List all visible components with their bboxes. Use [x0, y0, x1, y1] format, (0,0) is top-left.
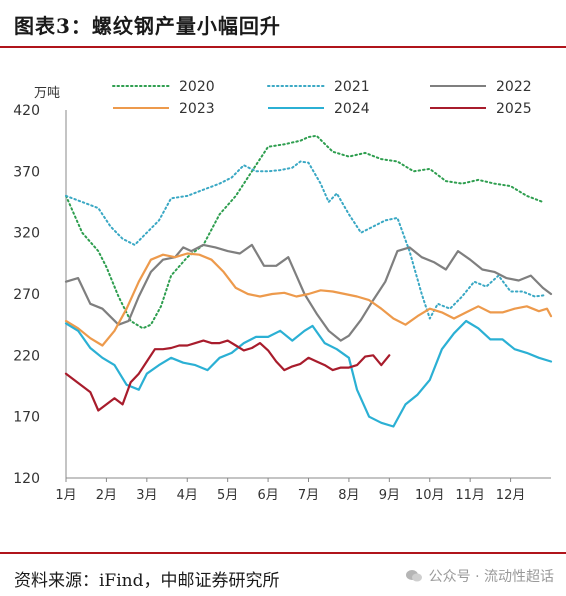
series-line-2022 [64, 243, 553, 342]
y-tick-label: 170 [13, 410, 40, 426]
x-tick-label: 5月 [217, 488, 238, 503]
chart-title: 图表3：螺纹钢产量小幅回升 [14, 14, 281, 38]
steel-output-line-chart: 万吨 2020 2021 2022 2023 2024 2025 120 170 220 270… [13, 79, 553, 503]
title-bar: 图表3：螺纹钢产量小幅回升 [0, 0, 566, 48]
legend-label-2023: 2023 [179, 101, 215, 117]
title-divider [0, 46, 566, 48]
x-tick-label: 9月 [379, 488, 400, 503]
y-tick-label: 370 [13, 164, 40, 180]
x-tick-label: 4月 [177, 488, 198, 503]
y-tick-label: 220 [13, 348, 40, 364]
y-tick-label: 420 [13, 103, 40, 119]
watermark: 公众号 · 流动性超话 [405, 566, 554, 586]
y-axis-unit-label: 万吨 [34, 86, 60, 101]
x-tick-label: 6月 [257, 488, 278, 503]
x-tick-label: 2月 [96, 488, 117, 503]
watermark-text: 公众号 · 流动性超话 [428, 569, 554, 585]
wechat-icon [405, 570, 422, 582]
legend-label-2025: 2025 [496, 101, 532, 117]
x-tick-label: 10月 [415, 488, 445, 503]
x-tick-label: 12月 [496, 488, 526, 503]
series-line-2020 [65, 134, 544, 330]
x-tick-label: 7月 [298, 488, 319, 503]
legend-label-2021: 2021 [334, 79, 370, 95]
series-line-2023 [64, 252, 553, 347]
legend-label-2022: 2022 [496, 79, 532, 95]
x-axis-ticks: 1月 2月 3月 4月 5月 6月 7月 8月 9月 10月 11月 12月 [55, 478, 525, 503]
series-line-2024 [64, 319, 553, 428]
y-tick-label: 270 [13, 287, 40, 303]
series-lines [64, 134, 553, 428]
legend-label-2024: 2024 [334, 101, 370, 117]
x-tick-label: 11月 [455, 488, 485, 503]
footer-divider [0, 552, 566, 554]
chart-area: 万吨 2020 2021 2022 2023 2024 2025 120 170 220 270… [0, 48, 566, 552]
series-line-2021 [65, 160, 546, 320]
y-axis-ticks: 120 170 220 270 320 370 420 [13, 103, 40, 487]
y-tick-label: 320 [13, 226, 40, 242]
x-tick-label: 3月 [136, 488, 157, 503]
x-tick-label: 1月 [55, 488, 76, 503]
x-tick-label: 8月 [338, 488, 359, 503]
source-note: 资料来源：iFind，中邮证券研究所 [14, 571, 280, 591]
y-tick-label: 120 [13, 471, 40, 487]
legend-label-2020: 2020 [179, 79, 215, 95]
series-line-2025 [64, 339, 391, 412]
axis-lines [65, 110, 551, 479]
legend: 2020 2021 2022 2023 2024 2025 [112, 79, 532, 117]
